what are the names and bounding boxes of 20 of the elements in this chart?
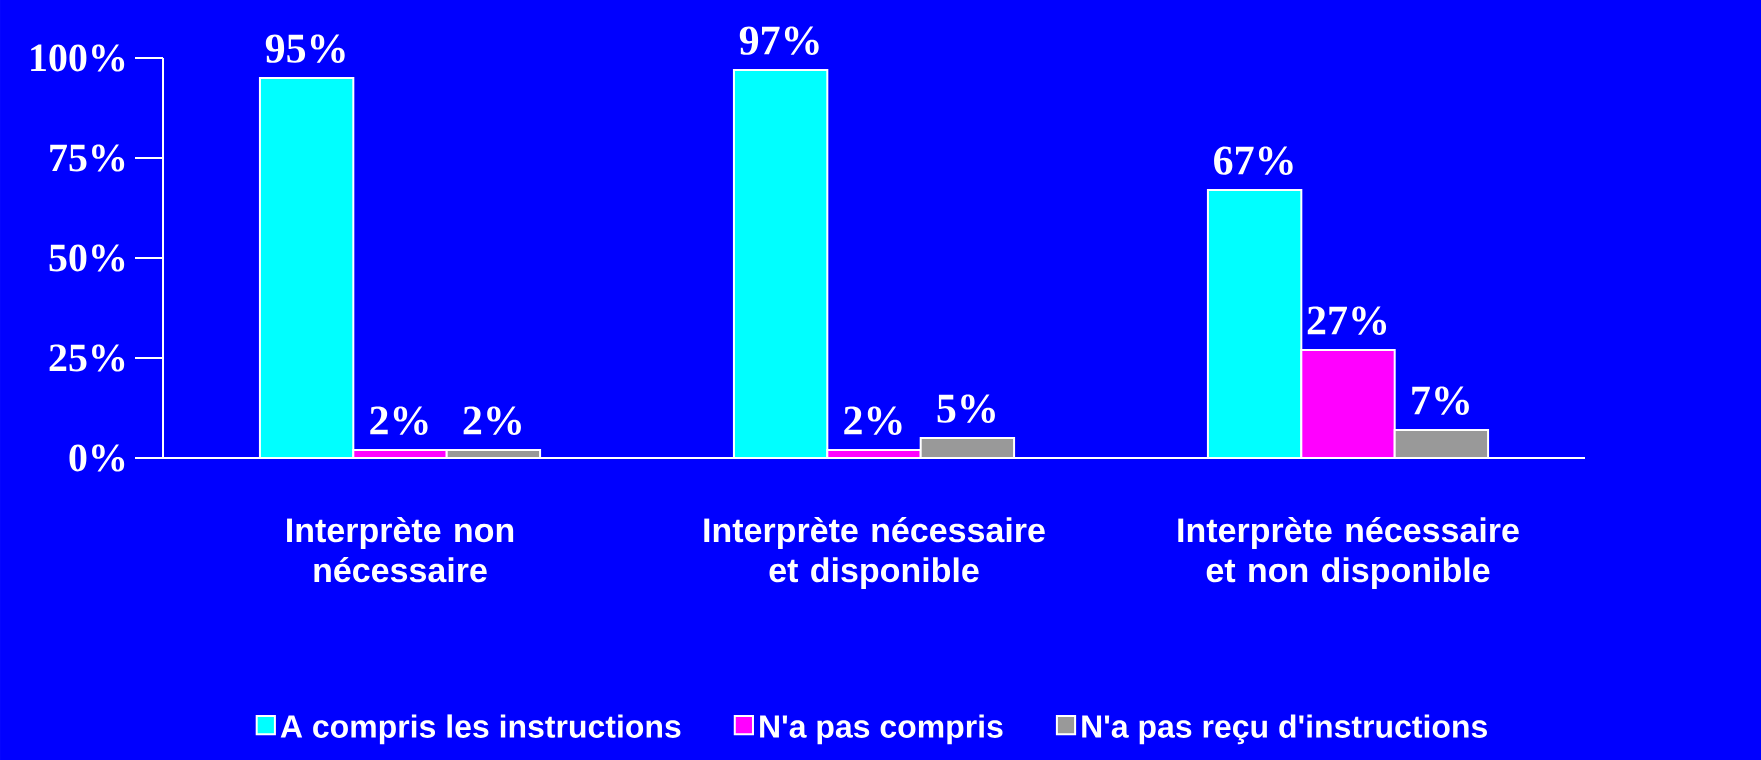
legend-label: N'a pas compris [760, 714, 1003, 745]
legend-label: A compris les instructions [280, 714, 681, 745]
data-label: 2% [370, 406, 428, 435]
x-tick-label: Interprète nécessaire et non disponible [1178, 517, 1519, 590]
y-tick-label: 25% [49, 344, 125, 372]
data-label: 5% [937, 394, 995, 423]
data-label: 2% [463, 406, 521, 435]
data-label: 95% [265, 34, 345, 63]
y-tick-label: 50% [49, 244, 125, 272]
data-label: 97% [739, 26, 819, 55]
y-tick-label: 0% [69, 444, 125, 472]
x-tick-label: Interprète non nécessaire [287, 517, 514, 583]
data-label: 2% [844, 406, 902, 435]
y-tick-label: 100% [31, 44, 125, 72]
data-label: 7% [1412, 386, 1469, 415]
legend-label: N'a pas reçu d'instructions [1082, 714, 1487, 745]
data-label: 67% [1214, 146, 1293, 175]
y-tick-label: 75% [50, 144, 125, 172]
x-tick-label: Interprète nécessaire et disponible [704, 517, 1045, 590]
data-label: 27% [1307, 306, 1387, 335]
